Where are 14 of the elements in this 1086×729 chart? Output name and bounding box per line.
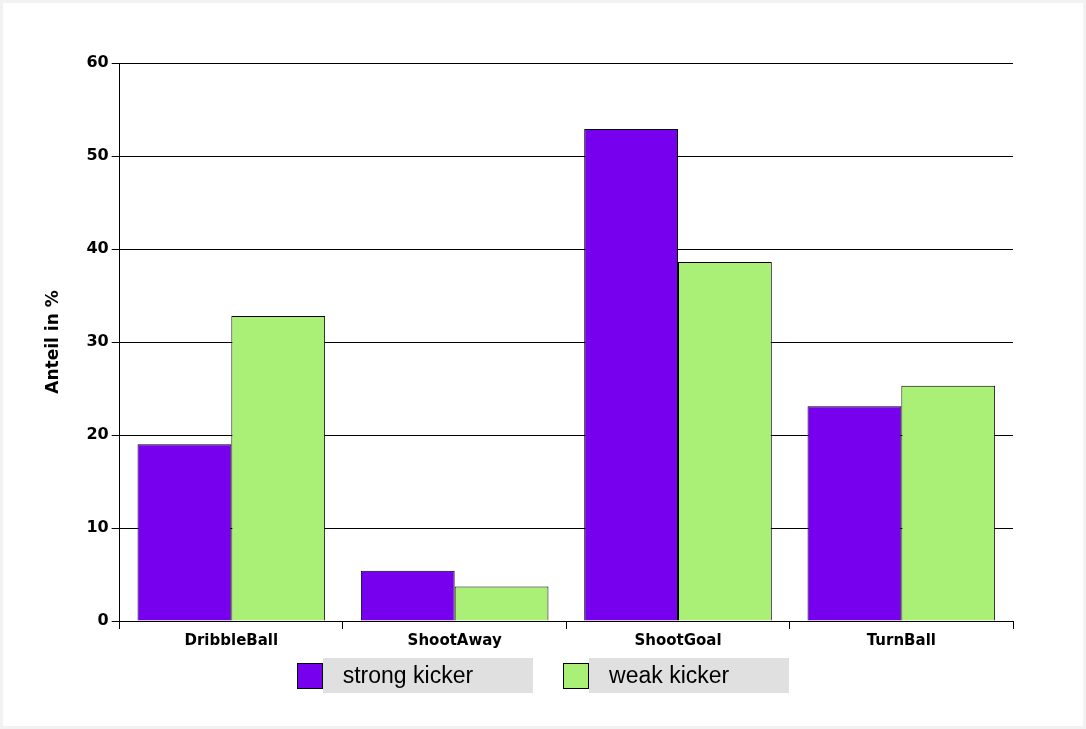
y-tick-label: 40 xyxy=(86,238,109,258)
y-tick-label: 10 xyxy=(86,517,109,537)
legend-label: weak kicker xyxy=(589,658,790,693)
y-tick-label: 20 xyxy=(86,424,109,444)
y-tick-label: 50 xyxy=(86,145,109,165)
x-tick-label: TurnBall xyxy=(866,630,936,649)
y-tick-label: 60 xyxy=(86,52,109,72)
x-tick-label: ShootGoal xyxy=(634,630,722,649)
y-axis-title: Anteil in % xyxy=(41,290,62,394)
x-tick-label: DribbleBall xyxy=(184,630,279,649)
y-tick-label: 0 xyxy=(97,610,109,630)
x-tick-label: ShootAway xyxy=(407,630,502,649)
y-tick-label: 30 xyxy=(86,331,109,351)
legend-label: strong kicker xyxy=(322,658,534,693)
